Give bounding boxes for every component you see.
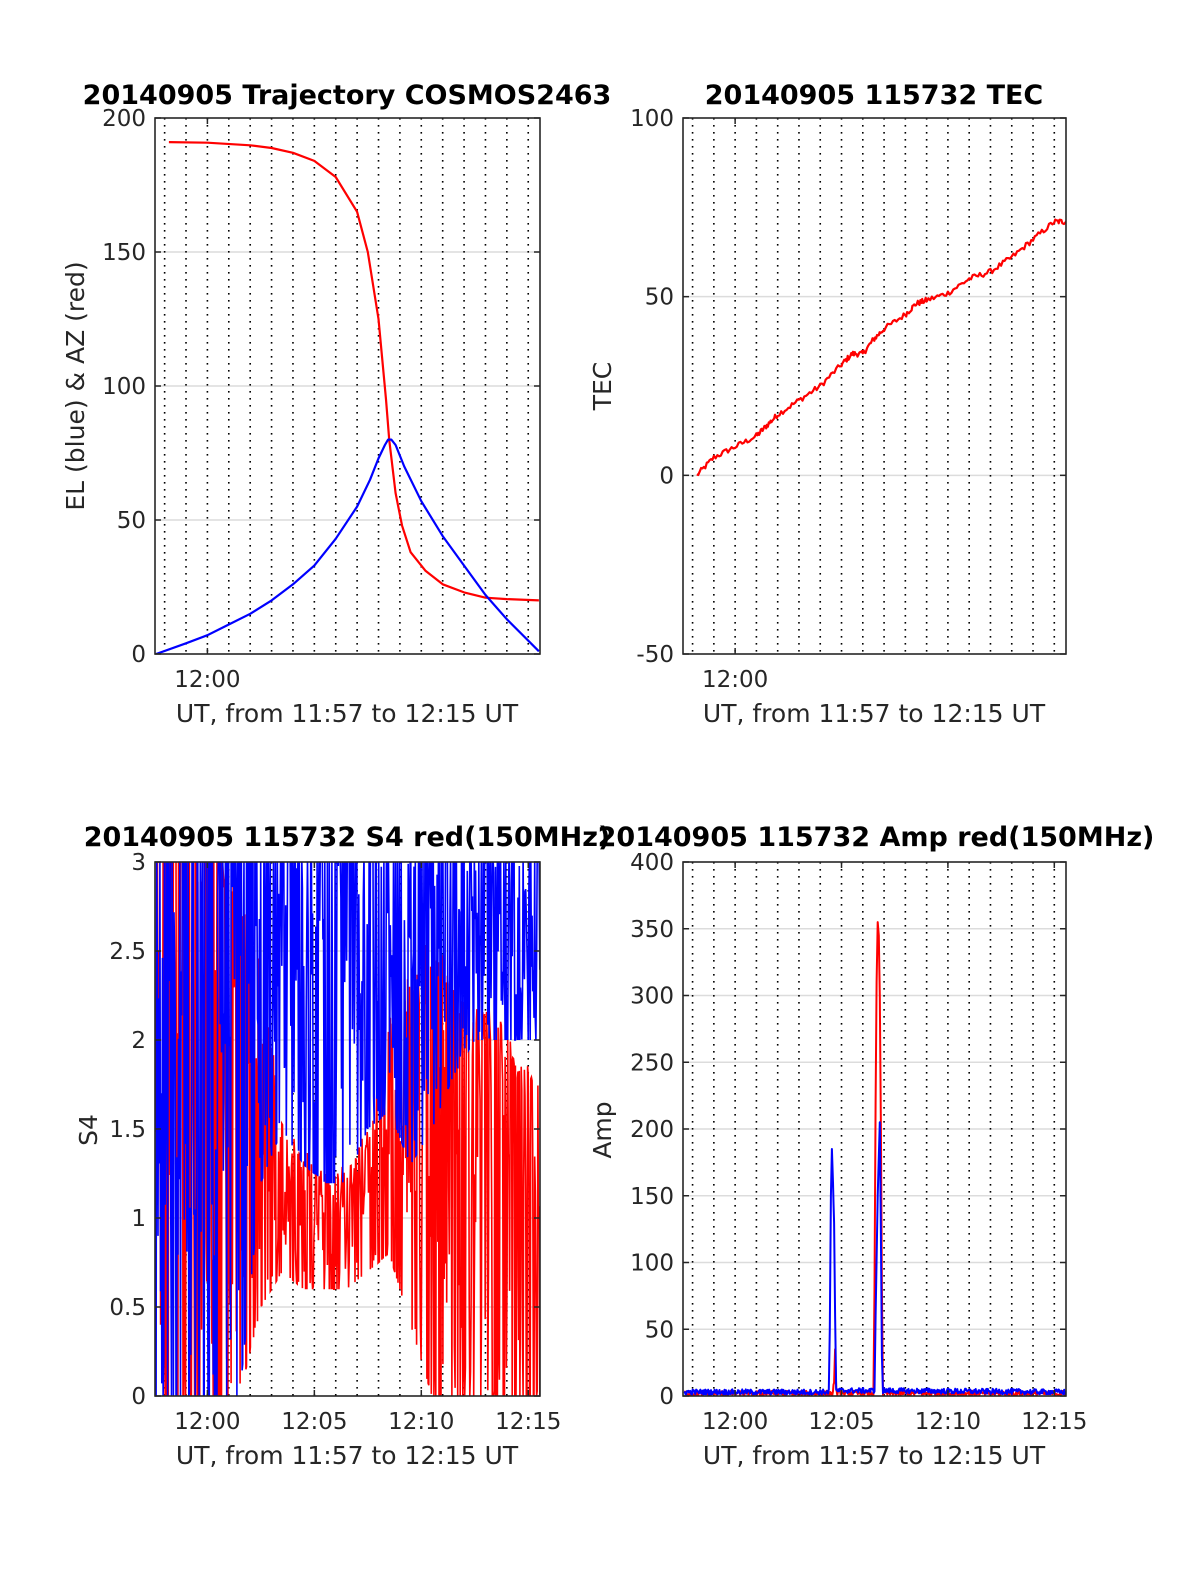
s4-ytick-label: 2	[131, 1028, 146, 1054]
tec-title: 20140905 115732 TEC	[705, 80, 1044, 111]
tec-xlabel: UT, from 11:57 to 12:15 UT	[703, 699, 1046, 728]
series-group	[155, 141, 540, 654]
s4-xtick-label: 12:00	[174, 1409, 240, 1435]
amp-xtick-label: 12:00	[702, 1409, 768, 1435]
tec-series-1-line	[696, 218, 1066, 477]
series-group	[696, 218, 1066, 477]
trajectory-plot-area: 0 50 100 150 200 12:00	[102, 106, 541, 693]
s4-series-1-line	[155, 862, 540, 1396]
s4-ytick-label: 0	[131, 1384, 146, 1410]
s4-title: 20140905 115732 S4 red(150MHz)	[84, 822, 611, 853]
tec-ytick-label: -50	[636, 642, 674, 668]
trajectory-xlabel: UT, from 11:57 to 12:15 UT	[176, 699, 519, 728]
amp-ytick-label: 350	[630, 917, 674, 943]
tec-ytick-label: 0	[659, 463, 674, 489]
s4-xtick-label: 12:15	[495, 1409, 561, 1435]
s4-ylabel: S4	[74, 1114, 103, 1146]
amp-xtick-label: 12:10	[915, 1409, 981, 1435]
tec-plot-area: -50 0 50 100 12:00	[630, 106, 1067, 693]
amp-ytick-label: 100	[630, 1251, 674, 1277]
amp-plot-area: 0 50 100 150 200 250 300 350 400 12:00 12:05 12:10 1…	[630, 850, 1087, 1435]
tec-ytick-label: 50	[645, 285, 674, 311]
amp-series-2-line	[683, 1121, 1066, 1396]
amp-xtick-label: 12:05	[808, 1409, 874, 1435]
trajectory-chart: 0 50 100 150 200 12:00 20140905 Trajectory CO…	[61, 80, 611, 728]
s4-ytick-label: 0.5	[109, 1295, 146, 1321]
s4-xtick-label: 12:05	[281, 1409, 347, 1435]
s4-xtick-label: 12:10	[388, 1409, 454, 1435]
tec-xtick-label: 12:00	[702, 667, 768, 693]
amp-ytick-label: 300	[630, 984, 674, 1010]
s4-xlabel: UT, from 11:57 to 12:15 UT	[176, 1441, 519, 1470]
tec-axes-box	[682, 117, 1067, 655]
amp-ytick-label: 400	[630, 850, 674, 876]
tec-ylabel: TEC	[588, 362, 617, 412]
amp-ytick-label: 0	[659, 1384, 674, 1410]
trajectory-ytick-label: 50	[117, 508, 146, 534]
s4-plot-area: 0 0.5 1 1.5 2 2.5 3 12:00 12:05 12:10 12:15	[109, 850, 561, 1435]
amp-ytick-label: 250	[630, 1050, 674, 1076]
s4-ytick-label: 1.5	[109, 1117, 146, 1143]
s4-chart: 0 0.5 1 1.5 2 2.5 3 12:00 12:05 12:10 12:15 201409…	[74, 822, 610, 1470]
trajectory-series-1-line	[168, 141, 539, 602]
amp-xtick-label: 12:15	[1021, 1409, 1087, 1435]
trajectory-xtick-label: 12:00	[174, 667, 240, 693]
trajectory-ytick-label: 150	[102, 240, 146, 266]
tec-ytick-label: 100	[630, 106, 674, 132]
s4-series-2-line	[155, 862, 540, 1396]
amp-ytick-label: 50	[645, 1317, 674, 1343]
series-group	[683, 921, 1066, 1396]
amp-xlabel: UT, from 11:57 to 12:15 UT	[703, 1441, 1046, 1470]
s4-ytick-label: 2.5	[109, 939, 146, 965]
trajectory-ylabel: EL (blue) & AZ (red)	[61, 261, 90, 510]
trajectory-ytick-label: 200	[102, 106, 146, 132]
amp-title: 20140905 115732 Amp red(150MHz)	[598, 822, 1155, 853]
series-group	[155, 862, 540, 1396]
trajectory-series-2-line	[155, 438, 540, 654]
amp-ylabel: Amp	[588, 1101, 617, 1158]
s4-ytick-label: 1	[131, 1206, 146, 1232]
trajectory-ytick-label: 100	[102, 374, 146, 400]
trajectory-title: 20140905 Trajectory COSMOS2463	[83, 80, 612, 111]
s4-ytick-label: 3	[131, 850, 146, 876]
trajectory-ytick-label: 0	[131, 642, 146, 668]
amp-ytick-label: 200	[630, 1117, 674, 1143]
amp-ytick-label: 150	[630, 1184, 674, 1210]
amp-chart: 0 50 100 150 200 250 300 350 400 12:00 12:05 12:10 1…	[588, 822, 1154, 1470]
tec-chart: -50 0 50 100 12:00 20140905 115732 TEC UT, f…	[588, 80, 1067, 728]
